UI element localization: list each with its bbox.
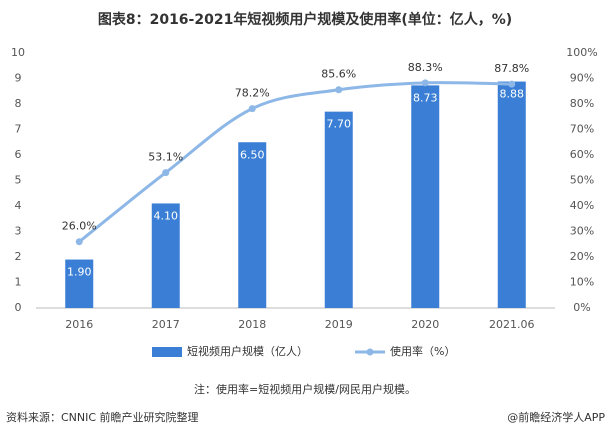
- x-tick-label: 2019: [325, 318, 353, 331]
- line-value-label: 85.6%: [321, 68, 356, 81]
- chart-title: 图表8：2016-2021年短视频用户规模及使用率(单位：亿人，%): [98, 11, 512, 28]
- brand: @前瞻经济学人APP: [507, 410, 605, 424]
- y-tick-label: 9: [15, 72, 22, 85]
- y-tick-label: 5: [15, 174, 22, 187]
- line-point: [335, 86, 343, 94]
- line-point: [421, 79, 429, 87]
- bar: [238, 142, 267, 308]
- y-tick-label: 3: [15, 225, 22, 238]
- x-tick-label: 2020: [411, 318, 439, 331]
- y2-tick-label: 100%: [566, 46, 597, 59]
- x-tick-label: 2016: [65, 318, 93, 331]
- legend-label: 短视频用户规模（亿人）: [187, 344, 308, 358]
- bar: [324, 111, 353, 309]
- y2-tick-label: 40%: [570, 199, 594, 212]
- y2-tick-label: 10%: [570, 276, 594, 289]
- y-tick-label: 4: [15, 199, 22, 212]
- bar: [411, 85, 440, 308]
- x-tick-label: 2017: [152, 318, 180, 331]
- line-value-label: 26.0%: [62, 220, 97, 233]
- legend-swatch-point: [366, 348, 374, 356]
- y2-tick-label: 20%: [570, 250, 594, 263]
- line-value-label: 87.8%: [494, 62, 529, 75]
- y-tick-label: 2: [15, 250, 22, 263]
- line-value-label: 53.1%: [148, 151, 183, 164]
- line-point: [162, 169, 170, 177]
- source: 资料来源：CNNIC 前瞻产业研究院整理: [6, 410, 199, 424]
- y2-tick-label: 60%: [570, 148, 594, 161]
- bar-value-label: 8.73: [413, 91, 438, 104]
- line-value-label: 88.3%: [408, 61, 443, 74]
- bar-value-label: 8.88: [500, 88, 525, 101]
- y-tick-label: 1: [15, 276, 22, 289]
- line-point: [508, 80, 516, 88]
- x-tick-label: 2018: [238, 318, 266, 331]
- y-tick-label: 0: [15, 301, 22, 314]
- line-point: [75, 238, 83, 246]
- legend-swatch: [152, 347, 182, 357]
- note: 注：使用率=短视频用户规模/网民用户规模。: [194, 382, 416, 396]
- legend-label: 使用率（%）: [390, 344, 455, 358]
- line-value-label: 78.2%: [235, 87, 270, 100]
- y-tick-label: 7: [15, 123, 22, 136]
- y2-tick-label: 80%: [570, 97, 594, 110]
- bar-value-label: 6.50: [240, 148, 265, 161]
- y2-tick-label: 0%: [573, 301, 590, 314]
- bar-value-label: 7.70: [327, 118, 352, 131]
- y2-tick-label: 70%: [570, 123, 594, 136]
- line-point: [248, 105, 256, 113]
- y-tick-label: 8: [15, 97, 22, 110]
- y2-tick-label: 90%: [570, 72, 594, 85]
- bar-value-label: 1.90: [67, 266, 92, 279]
- y-tick-label: 6: [15, 148, 22, 161]
- bar: [65, 259, 94, 308]
- bar: [497, 81, 526, 308]
- bar-value-label: 4.10: [154, 209, 179, 222]
- x-tick-label: 2021.06: [489, 318, 535, 331]
- line: [78, 81, 512, 243]
- y2-tick-label: 50%: [570, 174, 594, 187]
- bar: [151, 203, 180, 308]
- y2-tick-label: 30%: [570, 225, 594, 238]
- y-tick-label: 10: [11, 46, 25, 59]
